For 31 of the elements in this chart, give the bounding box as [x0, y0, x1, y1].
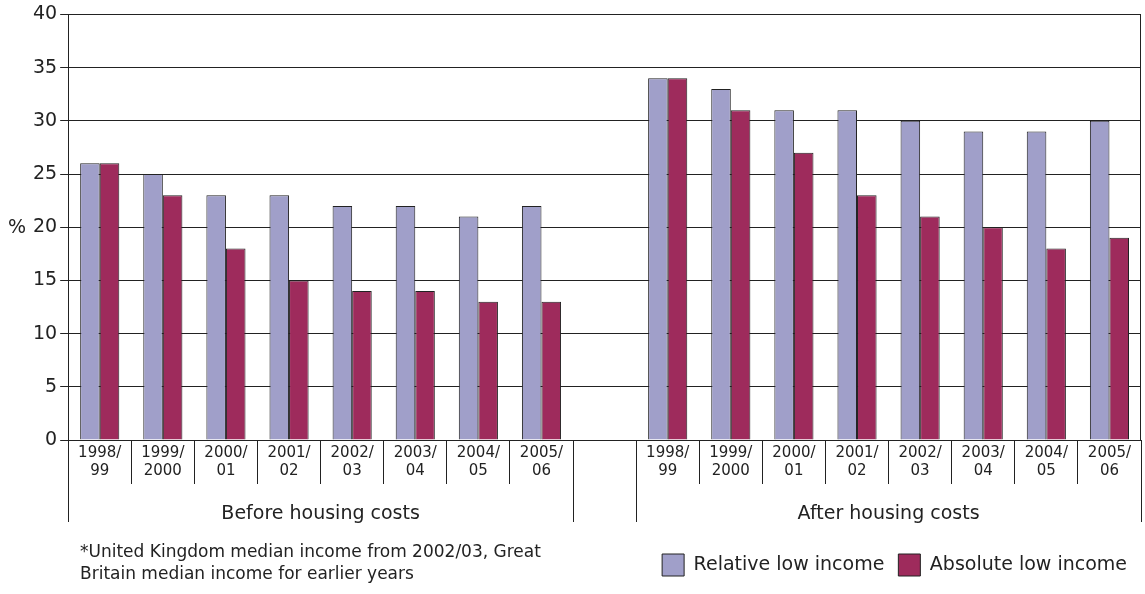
- x-tick-label: 2002/03: [330, 442, 375, 479]
- y-tick-label: 25: [32, 160, 58, 183]
- x-tick-label: 2004/05: [1024, 442, 1069, 479]
- legend-label: Absolute low income: [929, 551, 1127, 574]
- y-tick-label: 35: [32, 54, 58, 77]
- y-axis-title: %: [8, 215, 27, 237]
- x-tick-label: 2001/02: [835, 442, 880, 479]
- x-tick-label: 2003/04: [393, 442, 438, 479]
- x-tick-label: 1998/99: [646, 442, 691, 479]
- y-tick-label: 0: [45, 426, 58, 449]
- y-tick-label: 10: [32, 320, 58, 343]
- x-tick-label: 1998/99: [78, 442, 123, 479]
- x-tick-label: 2004/05: [456, 442, 501, 479]
- x-tick-label: 1999/2000: [709, 442, 754, 479]
- x-tick-label: 2002/03: [898, 442, 943, 479]
- legend-label: Relative low income: [693, 551, 885, 574]
- x-tick-label: 1999/2000: [141, 442, 186, 479]
- x-tick-label: 2001/02: [267, 442, 312, 479]
- x-tick-label: 2005/06: [1087, 442, 1132, 479]
- y-tick-label: 40: [32, 1, 58, 24]
- y-tick-label: 15: [32, 267, 58, 290]
- y-tick-label: 30: [32, 107, 58, 130]
- text: Before housing costs: [221, 500, 420, 523]
- x-tick-label: 2000/01: [772, 442, 817, 479]
- x-tick-label: 2003/04: [961, 442, 1006, 479]
- text: After housing costs: [797, 500, 980, 523]
- y-tick-label: 20: [32, 214, 58, 237]
- text: *United Kingdom median income from 2002/03, Great Britain median income for earlier years: [80, 540, 542, 584]
- y-tick-label: 5: [45, 373, 58, 396]
- x-tick-label: 2000/01: [204, 442, 249, 479]
- x-tick-label: 2005/06: [519, 442, 565, 479]
